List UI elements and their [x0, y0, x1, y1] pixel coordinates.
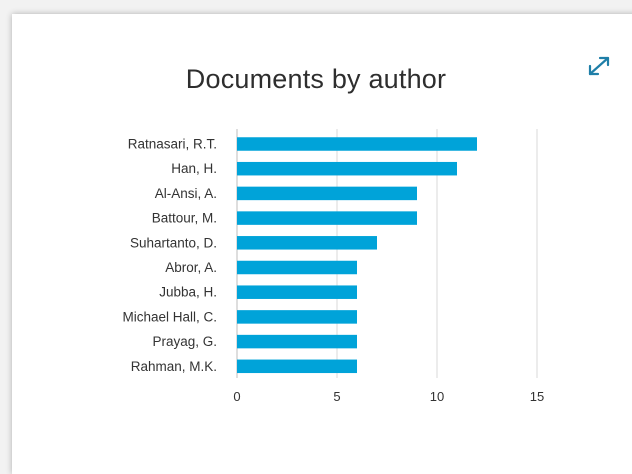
bar-chart: Ratnasari, R.T. Han, H. Al-Ansi, A. Battour…	[122, 129, 544, 404]
category-label: Battour, M.	[152, 211, 217, 226]
bar[interactable]	[237, 359, 357, 374]
bar[interactable]	[237, 334, 357, 349]
bar[interactable]	[237, 310, 357, 324]
bar[interactable]	[237, 137, 477, 151]
chart-title: Documents by author	[185, 64, 447, 94]
bars	[237, 137, 477, 374]
bar[interactable]	[237, 285, 357, 299]
x-tick-label: 15	[530, 389, 544, 404]
category-label: Prayag, G.	[152, 334, 217, 349]
x-tick-labels: 0 5 10 15	[233, 389, 544, 404]
bar[interactable]	[237, 211, 417, 225]
x-tick-label: 0	[233, 389, 240, 404]
bar[interactable]	[237, 161, 457, 176]
x-tick-label: 10	[430, 389, 444, 404]
bar[interactable]	[237, 260, 357, 275]
category-label: Al-Ansi, A.	[155, 186, 217, 201]
category-label: Ratnasari, R.T.	[128, 137, 217, 152]
expand-icon	[588, 56, 610, 76]
category-label: Rahman, M.K.	[131, 359, 217, 374]
category-label: Suhartanto, D.	[130, 235, 217, 250]
x-tick-label: 5	[333, 389, 340, 404]
category-label: Michael Hall, C.	[122, 309, 217, 324]
category-label: Abror, A.	[165, 260, 217, 275]
expand-button[interactable]	[586, 54, 612, 78]
bar[interactable]	[237, 186, 417, 201]
category-label: Jubba, H.	[159, 285, 217, 300]
category-label: Han, H.	[171, 161, 217, 176]
category-labels: Ratnasari, R.T. Han, H. Al-Ansi, A. Battour…	[122, 137, 217, 374]
bar[interactable]	[237, 236, 377, 250]
